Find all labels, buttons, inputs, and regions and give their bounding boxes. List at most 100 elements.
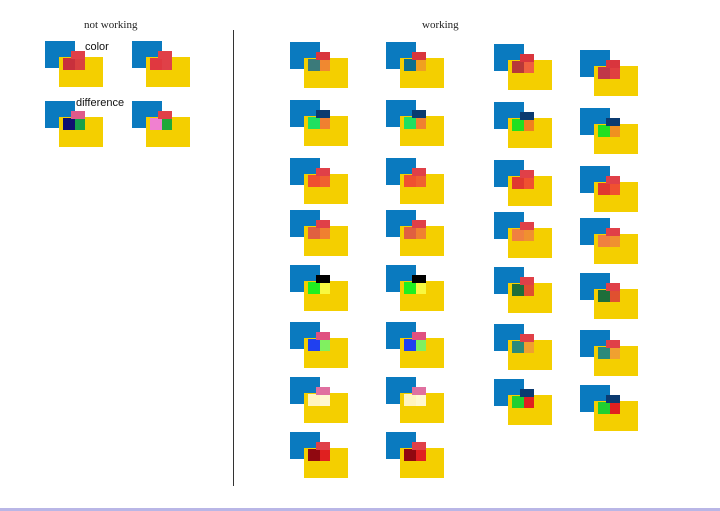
overlap-top-cell (71, 111, 85, 119)
swatch-tile-not-working-r2c2 (132, 101, 192, 151)
overlap-mid-cell (63, 118, 75, 130)
overlap-mid-cell (512, 61, 524, 73)
overlap-swatch (512, 170, 534, 192)
overlap-swatch (404, 220, 426, 242)
overlap-mid-cell (512, 341, 524, 353)
overlap-swatch (63, 111, 85, 133)
swatch-tile-working-r5c3 (494, 267, 554, 317)
overlap-base-cell (318, 394, 330, 406)
overlap-base-cell (608, 183, 620, 195)
swatch-tile-working-r1c1 (290, 42, 350, 92)
swatch-tile-working-r7c1 (290, 377, 350, 427)
label-difference: difference (76, 97, 125, 109)
overlap-base-cell (414, 449, 426, 461)
overlap-top-cell (520, 112, 534, 120)
overlap-base-cell (414, 59, 426, 71)
swatch-tile-working-r7c3 (494, 379, 554, 429)
overlap-mid-cell (308, 59, 320, 71)
overlap-swatch (404, 52, 426, 74)
overlap-top-cell (606, 228, 620, 236)
swatch-tile-working-r1c3 (494, 44, 554, 94)
overlap-base-cell (318, 282, 330, 294)
overlap-mid-cell (404, 59, 416, 71)
overlap-top-cell (412, 52, 426, 60)
overlap-top-cell (412, 275, 426, 283)
overlap-mid-cell (308, 339, 320, 351)
overlap-base-cell (522, 229, 534, 241)
overlap-mid-cell (150, 118, 162, 130)
overlap-base-cell (318, 227, 330, 239)
overlap-top-cell (316, 110, 330, 118)
column-divider (233, 30, 234, 486)
swatch-tile-working-r5c1 (290, 265, 350, 315)
heading-not-working: not working (84, 19, 138, 31)
swatch-tile-working-r6c2 (386, 322, 446, 372)
overlap-top-cell (316, 442, 330, 450)
overlap-mid-cell (598, 183, 610, 195)
overlap-top-cell (71, 51, 85, 59)
overlap-mid-cell (404, 394, 416, 406)
overlap-top-cell (316, 220, 330, 228)
overlap-swatch (512, 334, 534, 356)
heading-working: working (422, 19, 459, 31)
overlap-swatch (404, 442, 426, 464)
overlap-swatch (598, 395, 620, 417)
overlap-base-cell (318, 339, 330, 351)
overlap-top-cell (520, 222, 534, 230)
swatch-tile-working-r5c2 (386, 265, 446, 315)
overlap-mid-cell (404, 117, 416, 129)
overlap-mid-cell (598, 290, 610, 302)
overlap-base-cell (522, 177, 534, 189)
overlap-swatch (404, 168, 426, 190)
swatch-tile-working-r8c2 (386, 432, 446, 482)
overlap-base-cell (608, 347, 620, 359)
swatch-tile-working-r6c1 (290, 322, 350, 372)
overlap-mid-cell (512, 229, 524, 241)
swatch-tile-working-r2c4 (580, 108, 640, 158)
swatch-tile-not-working-r1c1 (45, 41, 105, 91)
swatch-tile-working-r6c4 (580, 330, 640, 380)
overlap-base-cell (318, 59, 330, 71)
overlap-mid-cell (308, 449, 320, 461)
overlap-swatch (308, 52, 330, 74)
overlap-top-cell (606, 60, 620, 68)
overlap-top-cell (412, 387, 426, 395)
overlap-swatch (598, 283, 620, 305)
swatch-tile-working-r4c3 (494, 212, 554, 262)
overlap-top-cell (606, 176, 620, 184)
overlap-mid-cell (598, 235, 610, 247)
swatch-tile-not-working-r2c1 (45, 101, 105, 151)
overlap-mid-cell (598, 347, 610, 359)
overlap-mid-cell (308, 227, 320, 239)
overlap-base-cell (160, 118, 172, 130)
overlap-base-cell (522, 341, 534, 353)
swatch-tile-working-r2c2 (386, 100, 446, 150)
overlap-top-cell (606, 340, 620, 348)
overlap-top-cell (316, 387, 330, 395)
overlap-base-cell (414, 117, 426, 129)
overlap-top-cell (412, 220, 426, 228)
overlap-top-cell (520, 54, 534, 62)
swatch-tile-working-r1c2 (386, 42, 446, 92)
overlap-base-cell (318, 117, 330, 129)
overlap-mid-cell (308, 394, 320, 406)
overlap-base-cell (608, 125, 620, 137)
overlap-top-cell (412, 442, 426, 450)
overlap-mid-cell (598, 402, 610, 414)
overlap-swatch (150, 111, 172, 133)
overlap-base-cell (73, 58, 85, 70)
overlap-swatch (512, 112, 534, 134)
overlap-top-cell (158, 111, 172, 119)
overlap-swatch (308, 275, 330, 297)
overlap-swatch (598, 228, 620, 250)
overlap-swatch (404, 110, 426, 132)
overlap-swatch (512, 389, 534, 411)
overlap-base-cell (608, 235, 620, 247)
overlap-top-cell (316, 275, 330, 283)
overlap-top-cell (412, 110, 426, 118)
overlap-swatch (308, 220, 330, 242)
overlap-swatch (404, 332, 426, 354)
overlap-base-cell (414, 394, 426, 406)
swatch-tile-working-r7c2 (386, 377, 446, 427)
overlap-swatch (512, 277, 534, 299)
